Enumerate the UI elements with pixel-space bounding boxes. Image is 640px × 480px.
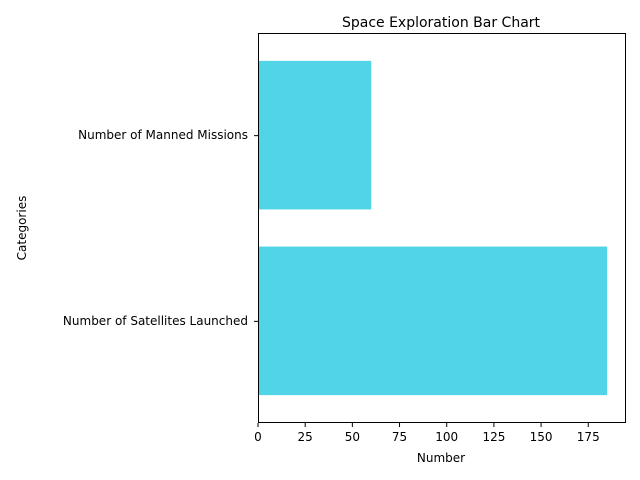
bar-number-of-satellites-launched xyxy=(258,246,608,396)
x-tick-label: 125 xyxy=(482,430,505,444)
x-ticks: 0 25 50 75 100 125 150 175 xyxy=(254,423,600,444)
y-ticks: Number of Satellites Launched Number of M… xyxy=(63,128,258,328)
bar-number-of-manned-missions xyxy=(258,60,372,210)
y-tick-label: Number of Manned Missions xyxy=(78,128,248,142)
x-tick-label: 150 xyxy=(530,430,553,444)
x-tick-label: 0 xyxy=(254,430,262,444)
x-tick-label: 50 xyxy=(345,430,360,444)
chart-title: Space Exploration Bar Chart xyxy=(342,15,541,31)
y-axis-label: Categories xyxy=(15,196,29,261)
y-tick-label: Number of Satellites Launched xyxy=(63,314,248,328)
x-tick-label: 100 xyxy=(435,430,458,444)
x-axis-label: Number xyxy=(417,451,465,465)
x-tick-label: 75 xyxy=(392,430,407,444)
x-tick-label: 175 xyxy=(577,430,600,444)
bars xyxy=(258,60,608,396)
axes xyxy=(258,33,626,423)
x-tick-label: 25 xyxy=(298,430,313,444)
